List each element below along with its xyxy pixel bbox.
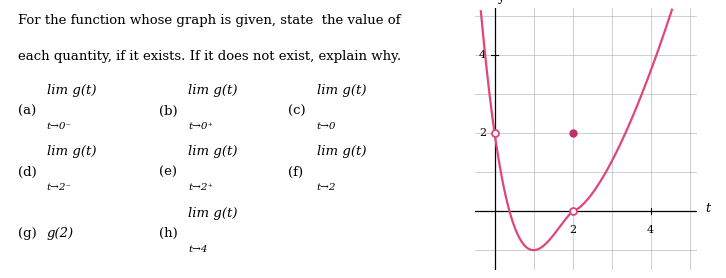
Text: t→2⁻: t→2⁻ [46,183,71,192]
Text: g(2): g(2) [46,227,73,240]
Text: t→4: t→4 [188,245,208,254]
Text: (a): (a) [17,105,36,118]
Text: 4: 4 [647,225,654,235]
Text: t→0⁻: t→0⁻ [46,122,71,131]
Text: (b): (b) [160,105,178,118]
Text: lim g(t): lim g(t) [317,145,366,158]
Text: lim g(t): lim g(t) [188,145,237,158]
Text: 2: 2 [569,225,576,235]
Text: lim g(t): lim g(t) [46,84,96,97]
Text: (d): (d) [17,166,36,179]
Text: y: y [497,0,504,4]
Text: (g): (g) [17,227,36,240]
Text: (h): (h) [160,227,178,240]
Text: lim g(t): lim g(t) [317,84,366,97]
Text: 4: 4 [479,50,486,60]
Text: t→0⁺: t→0⁺ [188,122,213,131]
Text: (f): (f) [288,166,303,179]
Text: (e): (e) [160,166,177,179]
Text: t→2⁺: t→2⁺ [188,183,213,192]
Text: each quantity, if it exists. If it does not exist, explain why.: each quantity, if it exists. If it does … [17,50,401,63]
Text: (c): (c) [288,105,306,118]
Text: t→2: t→2 [317,183,336,192]
Text: t→0: t→0 [317,122,336,131]
Text: 2: 2 [479,128,486,138]
Text: lim g(t): lim g(t) [188,207,237,220]
Text: lim g(t): lim g(t) [46,145,96,158]
Text: For the function whose graph is given, state  the value of: For the function whose graph is given, s… [17,14,400,27]
Text: lim g(t): lim g(t) [188,84,237,97]
Text: t: t [705,202,710,215]
